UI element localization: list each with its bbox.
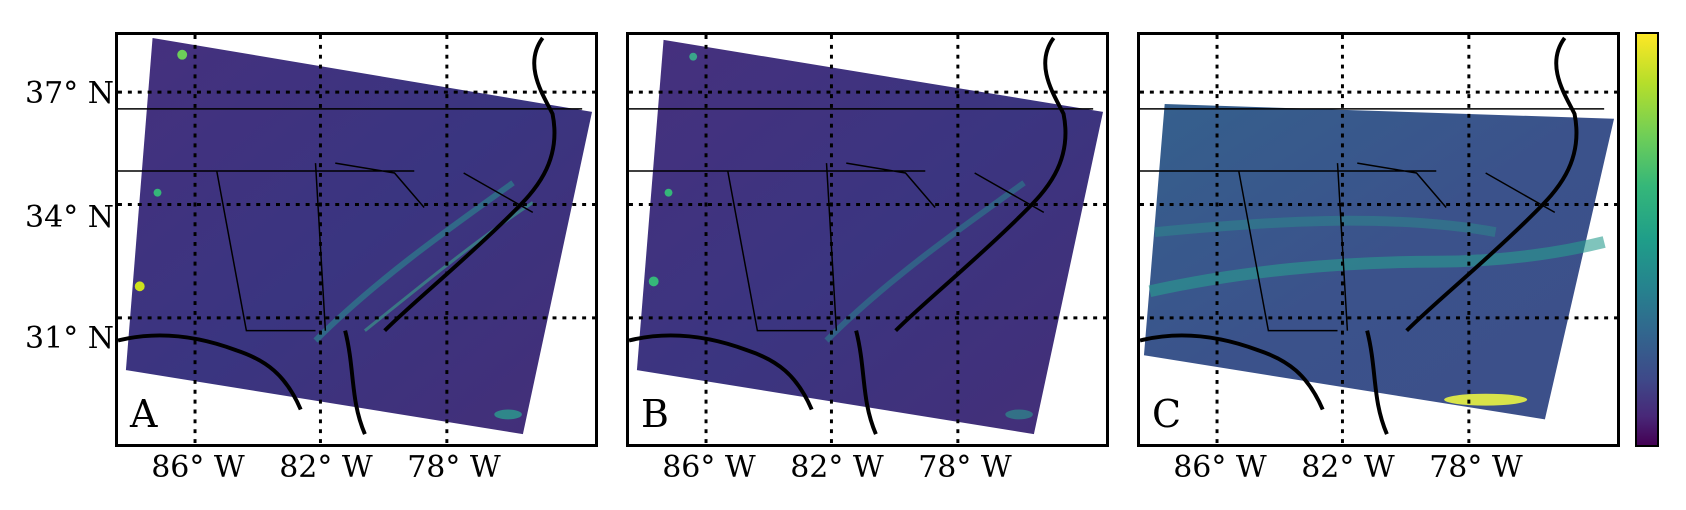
lat-label-37: 37° N (25, 76, 114, 111)
panel-letter-c: C (1152, 392, 1182, 436)
map-panel-c-svg (1140, 35, 1617, 444)
lon-label-b-82: 82° W (790, 450, 884, 485)
colorbar (1635, 32, 1659, 447)
map-panel-b-svg (629, 35, 1106, 444)
lon-label-a-86: 86° W (151, 450, 245, 485)
lon-label-a-78: 78° W (407, 450, 501, 485)
lat-label-34: 34° N (25, 200, 114, 235)
lon-label-a-82: 82° W (279, 450, 373, 485)
map-panel-a-svg (118, 35, 595, 444)
lon-label-b-78: 78° W (918, 450, 1012, 485)
lon-label-c-82: 82° W (1301, 450, 1395, 485)
data-field (636, 39, 1104, 435)
map-panel-a: A (115, 32, 598, 447)
panel-letter-a: A (130, 392, 158, 436)
map-panel-c: C (1137, 32, 1620, 447)
lon-label-c-78: 78° W (1429, 450, 1523, 485)
data-field (125, 37, 593, 435)
lon-label-b-86: 86° W (662, 450, 756, 485)
panel-letter-b: B (641, 392, 669, 436)
map-panel-b: B (626, 32, 1109, 447)
lon-label-c-86: 86° W (1173, 450, 1267, 485)
lat-label-31: 31° N (25, 321, 114, 356)
